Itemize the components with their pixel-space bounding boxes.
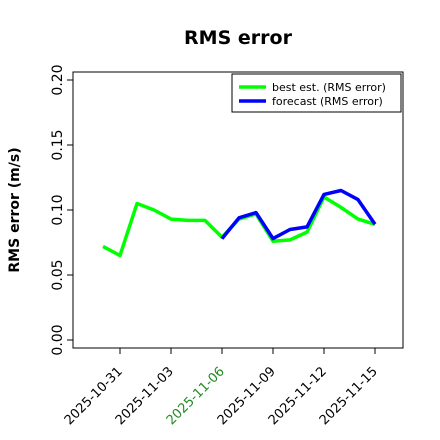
y-tick-label: 0.15 [50, 129, 66, 160]
y-tick-label: 0.10 [50, 194, 66, 225]
y-tick-label: 0.05 [50, 259, 66, 290]
y-tick-label: 0.20 [50, 64, 66, 95]
legend: best est. (RMS error) forecast (RMS erro… [231, 73, 402, 113]
chart-title: RMS error [184, 27, 293, 49]
y-tick-label: 0.00 [50, 324, 66, 355]
series-layer [102, 188, 377, 258]
plot-area-frame [72, 71, 404, 349]
legend-box [231, 73, 402, 113]
x-axis: 2025-10-312025-11-032025-11-062025-11-09… [62, 348, 381, 428]
legend-label-forecast: forecast (RMS error) [272, 95, 383, 108]
y-axis: 0.00 0.05 0.10 0.15 0.20 [50, 64, 73, 356]
series-line-forecast [220, 188, 377, 241]
legend-label-best-est: best est. (RMS error) [272, 81, 386, 94]
series-line-best-est [102, 195, 376, 258]
y-axis-label: RMS error (m/s) [7, 147, 23, 272]
